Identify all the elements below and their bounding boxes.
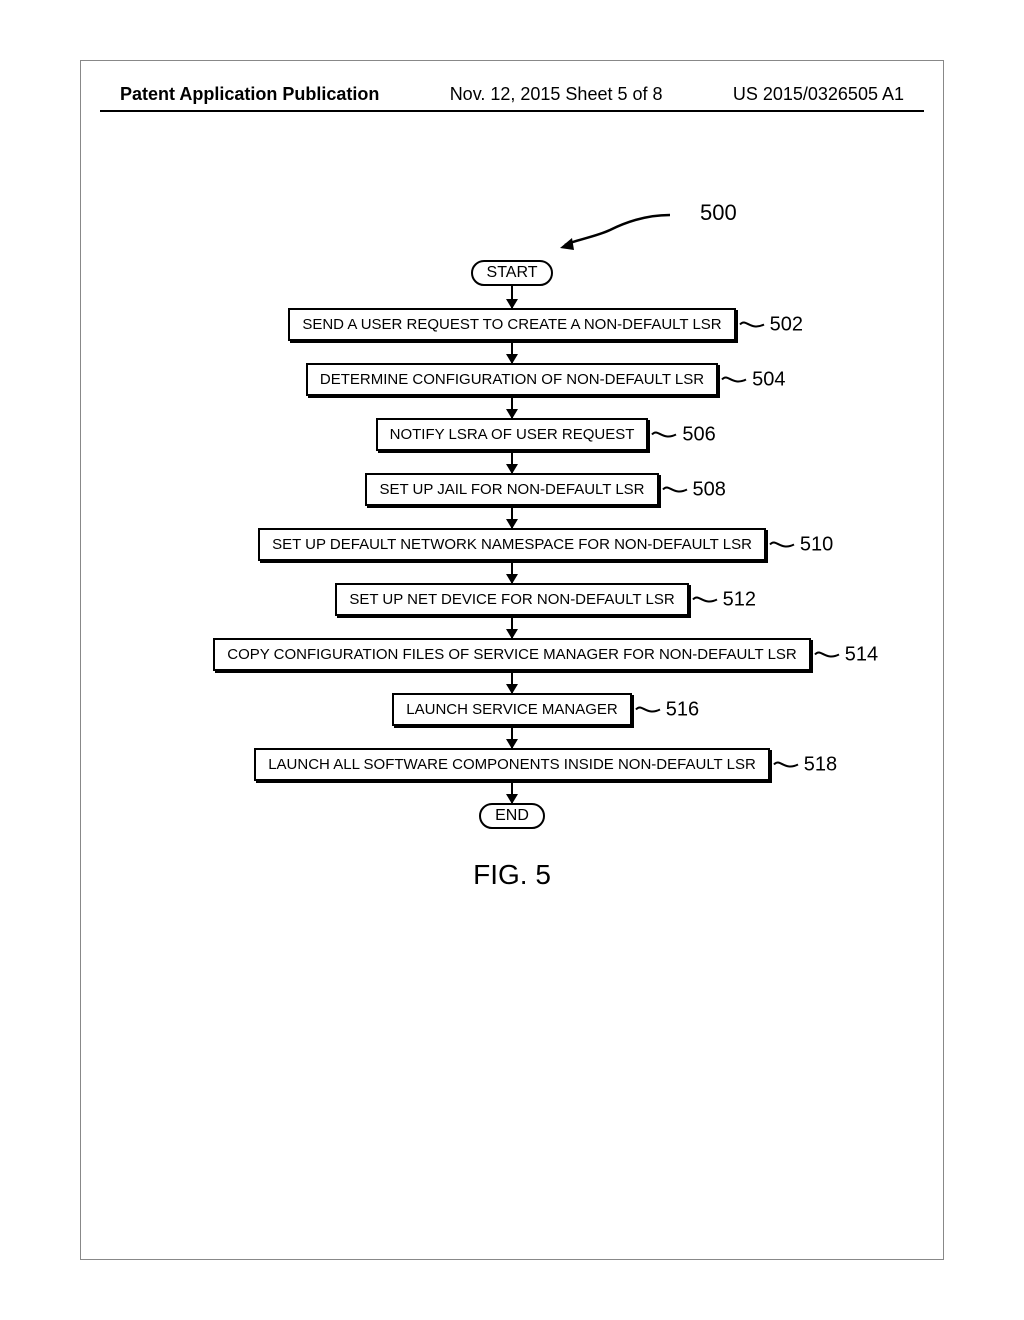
ref-connector-icon [813,646,841,664]
arrow-down-icon [511,286,513,308]
header-mid: Nov. 12, 2015 Sheet 5 of 8 [450,84,663,105]
step-box: COPY CONFIGURATION FILES OF SERVICE MANA… [213,638,811,671]
ref-connector-icon [772,756,800,774]
step-ref-text: 518 [804,753,837,776]
end-terminal: END [479,803,545,829]
step-ref-text: 504 [752,368,785,391]
arrow-down-icon [511,671,513,693]
step-ref: 504 [718,368,785,391]
arrow-down-icon [511,341,513,363]
page-header: Patent Application Publication Nov. 12, … [0,84,1024,105]
ref-connector-icon [738,316,766,334]
flow-step: LAUNCH SERVICE MANAGER516 [392,693,631,726]
step-ref-text: 506 [682,423,715,446]
step-box: DETERMINE CONFIGURATION OF NON-DEFAULT L… [306,363,718,396]
figure-ref-number: 500 [700,200,737,226]
step-ref-text: 502 [770,313,803,336]
arrow-down-icon [511,451,513,473]
ref-connector-icon [768,536,796,554]
header-rule [100,110,924,112]
step-ref: 512 [689,588,756,611]
step-box: NOTIFY LSRA OF USER REQUEST [376,418,649,451]
flow-step: SEND A USER REQUEST TO CREATE A NON-DEFA… [288,308,735,341]
step-box: LAUNCH ALL SOFTWARE COMPONENTS INSIDE NO… [254,748,770,781]
flow-step: SET UP NET DEVICE FOR NON-DEFAULT LSR512 [335,583,688,616]
start-terminal: START [471,260,554,286]
step-ref-text: 508 [693,478,726,501]
step-ref-text: 514 [845,643,878,666]
arrow-down-icon [511,506,513,528]
flow-step: COPY CONFIGURATION FILES OF SERVICE MANA… [213,638,811,671]
arrow-down-icon [511,726,513,748]
step-ref: 502 [736,313,803,336]
step-ref: 514 [811,643,878,666]
arrow-down-icon [511,396,513,418]
flow-step: SET UP DEFAULT NETWORK NAMESPACE FOR NON… [258,528,766,561]
flow-step: SET UP JAIL FOR NON-DEFAULT LSR508 [365,473,658,506]
ref-connector-icon [691,591,719,609]
ref-connector-icon [661,481,689,499]
step-box: SET UP JAIL FOR NON-DEFAULT LSR [365,473,658,506]
step-box: SET UP NET DEVICE FOR NON-DEFAULT LSR [335,583,688,616]
ref-connector-icon [720,371,748,389]
arrow-down-icon [511,616,513,638]
step-box: SET UP DEFAULT NETWORK NAMESPACE FOR NON… [258,528,766,561]
ref-connector-icon [634,701,662,719]
step-ref-text: 510 [800,533,833,556]
step-ref: 516 [632,698,699,721]
flow-step: LAUNCH ALL SOFTWARE COMPONENTS INSIDE NO… [254,748,770,781]
step-ref: 508 [659,478,726,501]
arrow-down-icon [511,561,513,583]
flow-step: DETERMINE CONFIGURATION OF NON-DEFAULT L… [306,363,718,396]
arrow-down-icon [511,781,513,803]
step-ref: 506 [648,423,715,446]
figure-label: FIG. 5 [473,859,551,891]
step-box: SEND A USER REQUEST TO CREATE A NON-DEFA… [288,308,735,341]
step-ref-text: 516 [666,698,699,721]
step-ref-text: 512 [723,588,756,611]
step-box: LAUNCH SERVICE MANAGER [392,693,631,726]
header-left: Patent Application Publication [120,84,379,105]
header-right: US 2015/0326505 A1 [733,84,904,105]
flow-column: START SEND A USER REQUEST TO CREATE A NO… [0,260,1024,891]
step-ref: 518 [770,753,837,776]
lead-arrow-icon [560,210,680,250]
flow-step: NOTIFY LSRA OF USER REQUEST506 [376,418,649,451]
ref-connector-icon [650,426,678,444]
step-ref: 510 [766,533,833,556]
